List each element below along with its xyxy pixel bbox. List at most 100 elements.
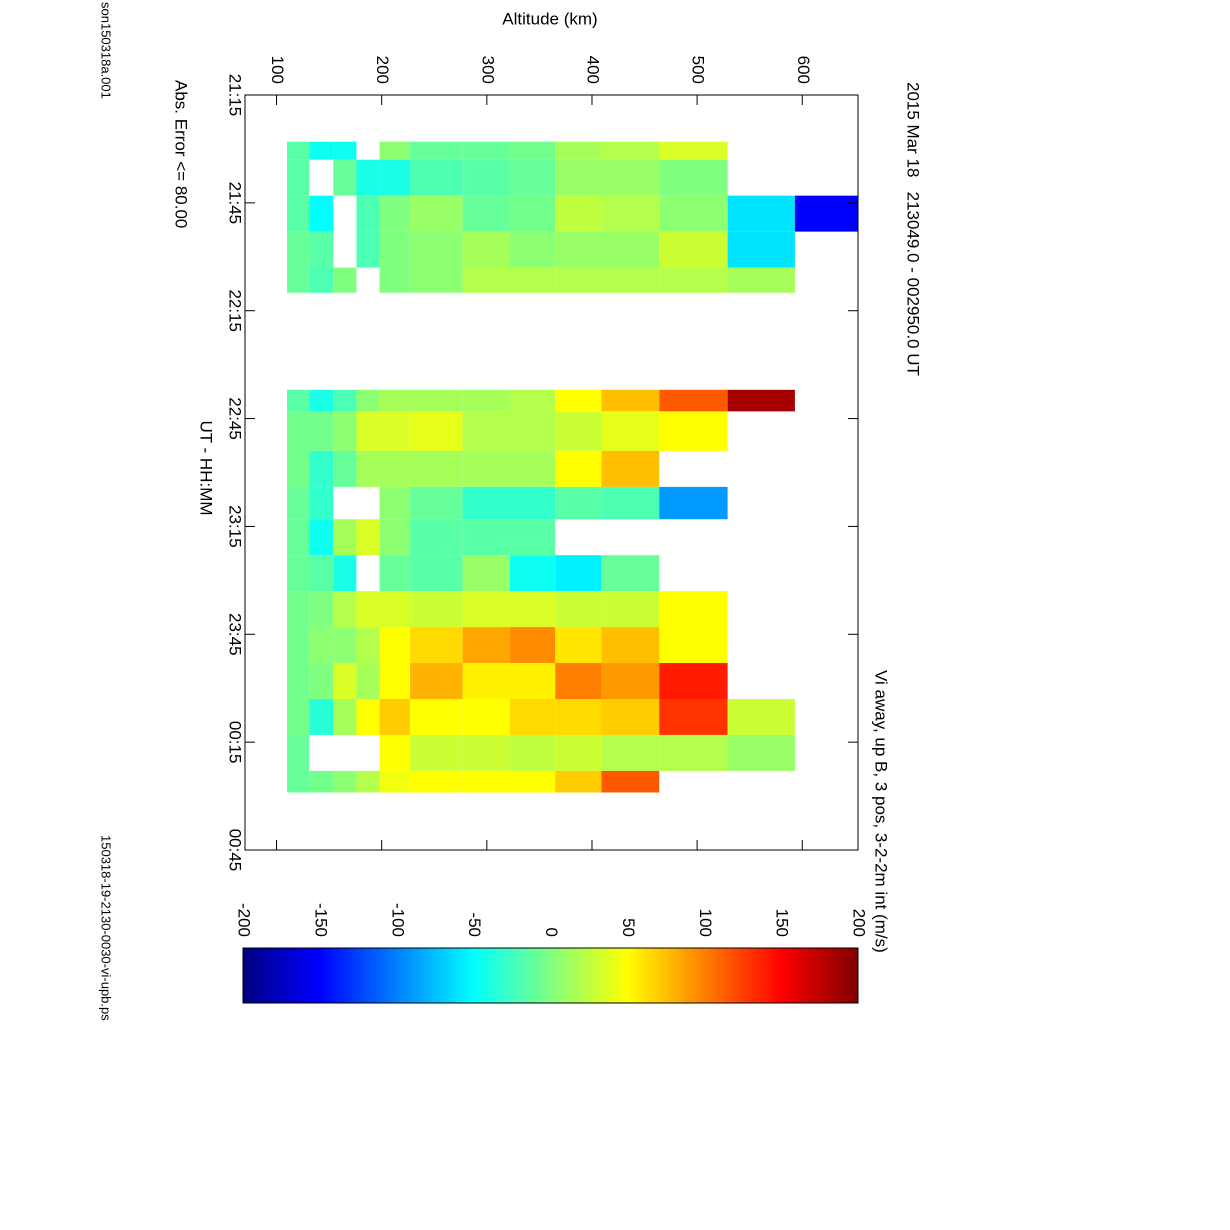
heatmap-cell: [309, 450, 334, 487]
heatmap-cell: [727, 734, 795, 771]
heatmap-cell: [333, 389, 357, 412]
heatmap-cell: [601, 486, 660, 520]
heatmap-cell: [509, 519, 556, 556]
heatmap-cell: [379, 555, 411, 592]
heatmap-cell: [462, 159, 510, 196]
heatmap-cell: [309, 519, 334, 556]
heatmap-cell: [287, 770, 310, 793]
heatmap-cell: [659, 389, 728, 412]
x-axis-title: UT - HH:MM: [197, 420, 216, 515]
heatmap-cell: [410, 519, 463, 556]
error-note: Abs. Error <= 80.00: [172, 80, 191, 228]
heatmap-cell: [410, 770, 463, 793]
heatmap-cell: [356, 450, 380, 487]
heatmap-cell: [379, 141, 411, 160]
colorbar: [242, 947, 859, 1004]
heatmap-cell: [659, 663, 728, 699]
heatmap-cell: [287, 159, 310, 196]
y-tick-label: 200: [373, 56, 392, 84]
heatmap-cell: [462, 195, 510, 232]
heatmap-cell: [287, 699, 310, 735]
heatmap-cell: [727, 231, 795, 268]
heatmap-cell: [287, 450, 310, 487]
heatmap-cell: [727, 389, 795, 412]
heatmap-cell: [309, 231, 334, 268]
heatmap-cell: [410, 663, 463, 699]
heatmap-cell: [462, 486, 510, 520]
heatmap-cell: [379, 591, 411, 628]
heatmap-cell: [659, 699, 728, 735]
heatmap-cell: [287, 627, 310, 664]
heatmap-cell: [601, 411, 660, 451]
heatmap-cell: [509, 195, 556, 232]
rotated-plot: 2015 Mar 18 213049.0 - 002950.0 UT Vi aw…: [99, 2, 923, 1021]
heatmap-cell: [462, 627, 510, 664]
heatmap-cell: [555, 734, 602, 771]
heatmap-cell: [462, 663, 510, 699]
heatmap-cell: [659, 734, 728, 771]
heatmap-cell: [555, 195, 602, 232]
heatmap-cell: [601, 770, 660, 793]
heatmap-cell: [509, 699, 556, 735]
colorbar-tick-label: -150: [311, 903, 330, 937]
x-tick-label: 00:45: [226, 829, 245, 872]
heatmap-cell: [333, 267, 357, 293]
heatmap-cell: [309, 699, 334, 735]
heatmap-cell: [333, 450, 357, 487]
heatmap-cell: [333, 555, 357, 592]
heatmap-cell: [601, 231, 660, 268]
heatmap-cell: [309, 267, 334, 293]
colorbar-tick-label: 200: [850, 909, 869, 937]
x-tick-label: 22:15: [226, 289, 245, 332]
heatmap-cell: [555, 486, 602, 520]
heatmap-cell: [727, 267, 795, 293]
heatmap-cell: [601, 389, 660, 412]
heatmap-cell: [410, 195, 463, 232]
heatmap-cell: [555, 231, 602, 268]
heatmap-cell: [509, 267, 556, 293]
heatmap-cell: [309, 591, 334, 628]
heatmap-cell: [601, 450, 660, 487]
heatmap-cell: [509, 141, 556, 160]
heatmap-cell: [333, 141, 357, 160]
x-tick-label: 00:15: [226, 721, 245, 764]
heatmap-cell: [462, 770, 510, 793]
heatmap-cell: [410, 486, 463, 520]
heatmap-cell: [555, 267, 602, 293]
heatmap-cell: [379, 734, 411, 771]
heatmap-cell: [659, 195, 728, 232]
heatmap-cell: [333, 770, 357, 793]
y-axis-title: Altitude (km): [502, 9, 597, 28]
heatmap-cell: [659, 267, 728, 293]
heatmap-cell: [309, 389, 334, 412]
file-label: son150318a.001: [99, 2, 114, 99]
heatmap-cell: [601, 734, 660, 771]
colorbar-tick-label: 50: [619, 918, 638, 937]
colorbar-tick-label: 150: [773, 909, 792, 937]
heatmap-cell: [410, 591, 463, 628]
heatmap-cell: [379, 411, 411, 451]
heatmap-cell: [333, 591, 357, 628]
heatmap-cell: [379, 699, 411, 735]
heatmap-cell: [659, 591, 728, 628]
plot-file-label: 150318-19-2130-0030-vi-upb.ps: [99, 835, 114, 1021]
heatmap-cell: [509, 486, 556, 520]
heatmap-cell: [356, 591, 380, 628]
heatmap-cell: [410, 231, 463, 268]
heatmap-cell: [659, 231, 728, 268]
heatmap-cell: [509, 770, 556, 793]
heatmap-cell: [659, 159, 728, 196]
heatmap-cell: [462, 555, 510, 592]
heatmap-cell: [379, 627, 411, 664]
heatmap-cell: [462, 591, 510, 628]
x-tick-label: 23:45: [226, 613, 245, 656]
heatmap-cell: [356, 411, 380, 451]
heatmap-cell: [555, 141, 602, 160]
heatmap-cell: [727, 195, 795, 232]
heatmap-cell: [309, 627, 334, 664]
heatmap-cell: [601, 699, 660, 735]
heatmap-cell: [727, 699, 795, 735]
heatmap-cell: [410, 389, 463, 412]
heatmap-cell: [333, 159, 357, 196]
heatmap-cell: [410, 699, 463, 735]
